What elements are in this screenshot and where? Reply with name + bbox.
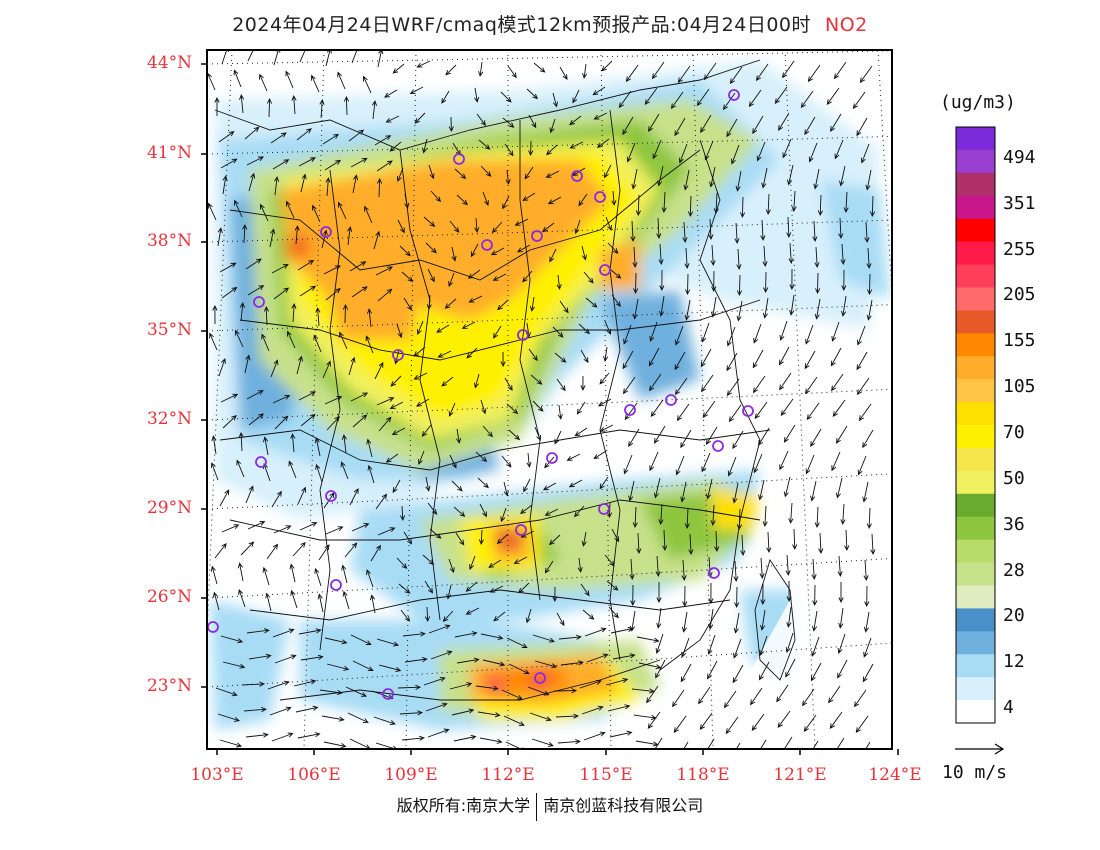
station-marker	[255, 456, 267, 468]
longitude-label: 109°E	[384, 765, 438, 785]
colorbar-label: 105	[1003, 376, 1036, 398]
station-marker	[330, 579, 342, 591]
station-marker	[481, 239, 493, 251]
colorbar-label: 70	[1003, 422, 1025, 443]
latitude-label: 23°N	[146, 676, 192, 696]
colorbar-label: 36	[1003, 513, 1025, 535]
station-marker	[253, 296, 265, 308]
station-marker	[534, 672, 546, 684]
station-marker	[742, 405, 754, 417]
longitude-label: 106°E	[287, 765, 341, 785]
copyright-right: 南京创蓝科技有限公司	[543, 796, 704, 815]
title-text: 2024年04月24日WRF/cmaq模式12km预报产品:04月24日00时	[232, 14, 812, 36]
station-marker	[546, 452, 558, 464]
station-marker	[728, 89, 740, 101]
concentration-field	[207, 50, 892, 749]
station-marker	[708, 567, 720, 579]
colorbar-label: 255	[1003, 238, 1036, 260]
colorbar-label: 494	[1003, 146, 1036, 168]
station-marker	[599, 264, 611, 276]
boundary-lines	[214, 59, 796, 701]
station-marker	[453, 153, 465, 165]
latitude-label: 32°N	[146, 409, 192, 429]
wind-arrows	[207, 50, 876, 749]
station-marker	[320, 226, 332, 238]
latitude-label: 44°N	[146, 53, 192, 73]
longitude-label: 118°E	[676, 765, 730, 785]
station-marker	[382, 688, 394, 700]
colorbar-label: 50	[1003, 467, 1025, 489]
station-marker	[624, 404, 636, 416]
footer-separator	[536, 792, 538, 821]
station-marker	[392, 349, 404, 361]
station-marker	[325, 490, 337, 502]
longitude-label: 115°E	[579, 765, 633, 785]
latitude-label: 38°N	[146, 231, 192, 251]
longitude-label: 103°E	[190, 765, 244, 785]
latitude-label: 41°N	[146, 143, 192, 163]
station-marker	[515, 524, 527, 536]
colorbar-label: 28	[1003, 559, 1025, 581]
station-marker	[531, 230, 543, 242]
figure-title: 2024年04月24日WRF/cmaq模式12km预报产品:04月24日00时 N…	[0, 10, 1100, 37]
longitude-label: 112°E	[481, 765, 535, 785]
colorbar-label: 20	[1003, 605, 1025, 627]
colorbar-label: 351	[1003, 192, 1036, 214]
station-marker	[712, 440, 724, 452]
axis-ticks	[201, 63, 899, 755]
colorbar-label: 205	[1003, 284, 1036, 306]
longitude-label: 121°E	[773, 765, 827, 785]
latitude-label: 29°N	[146, 498, 192, 518]
colorbar-label: 12	[1003, 651, 1025, 673]
colorbar-label: 4	[1003, 697, 1014, 719]
station-marker	[594, 191, 606, 203]
colorbar-unit: (ug/m3)	[940, 92, 1016, 113]
station-marker	[598, 503, 610, 515]
copyright-footer: 版权所有:南京大学 南京创蓝科技有限公司	[0, 792, 1100, 821]
latitude-label: 35°N	[146, 320, 192, 340]
station-marker	[571, 170, 583, 182]
latitude-label: 26°N	[146, 587, 192, 607]
longitude-label: 124°E	[868, 765, 922, 785]
colorbar-label: 155	[1003, 330, 1036, 352]
station-marker	[517, 329, 529, 341]
pollutant-label: NO2	[825, 14, 868, 36]
monitoring-stations	[207, 89, 754, 700]
station-marker	[665, 394, 677, 406]
reference-vector-label: 10 m/s	[942, 762, 1008, 783]
map-frame	[206, 49, 893, 750]
copyright-left: 版权所有:南京大学	[396, 796, 531, 815]
